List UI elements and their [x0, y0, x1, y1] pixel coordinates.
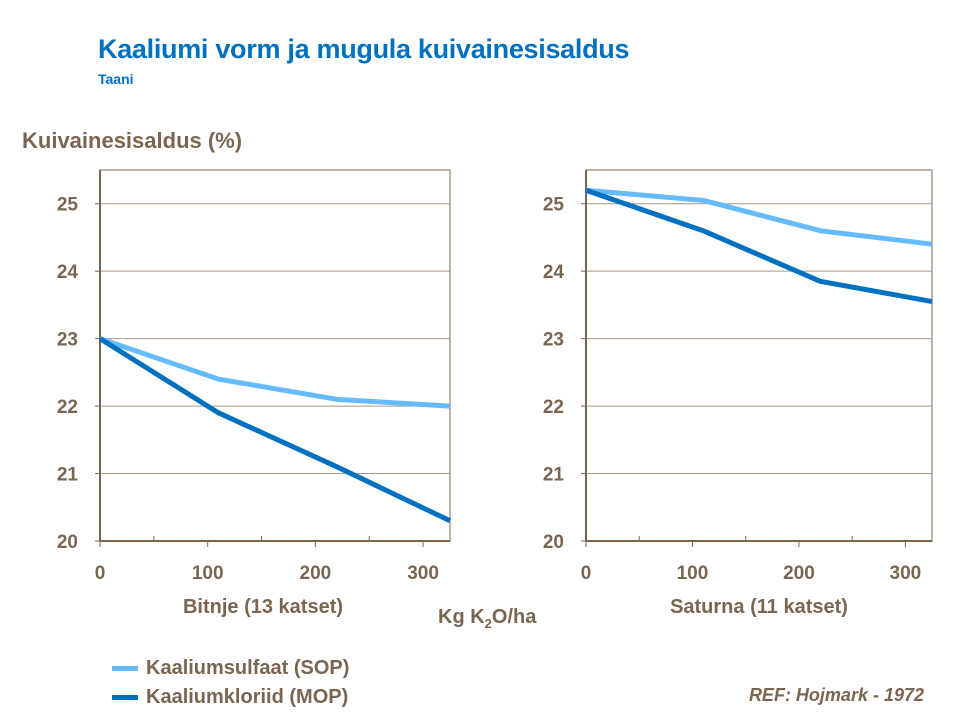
legend-label-sop: Kaaliumsulfaat (SOP) [146, 657, 350, 679]
y-tick-label: 25 [543, 195, 565, 216]
unit-text-end: O/ha [491, 606, 537, 628]
x-tick-label: 100 [192, 563, 224, 584]
legend-swatch-mop [112, 695, 138, 700]
y-tick-label: 23 [57, 330, 78, 351]
y-tick-label: 20 [543, 532, 564, 553]
x-axis-label: Bitnje (13 katset) [183, 596, 343, 618]
y-tick-label: 22 [57, 397, 78, 418]
y-tick-label: 20 [57, 532, 78, 553]
legend-label-mop: Kaaliumkloriid (MOP) [146, 686, 349, 708]
y-tick-label: 23 [543, 330, 564, 351]
series-line-sop [585, 187, 933, 247]
y-axis-label: Kuivainesisaldus (%) [22, 128, 243, 153]
plot-frame [585, 169, 933, 542]
legend-swatch-sop [112, 666, 138, 671]
y-tick-label: 24 [543, 262, 565, 283]
legend-item-sop: Kaaliumsulfaat (SOP) [112, 657, 349, 680]
x-tick-label: 0 [581, 563, 592, 584]
x-tick-label: 0 [95, 563, 106, 584]
y-tick-label: 22 [543, 397, 564, 418]
series-line-mop [98, 336, 452, 524]
x-tick-label: 200 [783, 563, 815, 584]
series-line-sop [99, 336, 451, 409]
y-tick-label: 21 [57, 465, 79, 486]
series-line-mop [585, 187, 933, 304]
chart-title: Kaaliumi vorm ja mugula kuivainesisaldus [98, 34, 630, 64]
legend-item-mop: Kaaliumkloriid (MOP) [112, 686, 348, 709]
y-tick-label: 21 [543, 465, 565, 486]
x-tick-label: 300 [407, 563, 439, 584]
unit-subscript: 2 [484, 616, 492, 631]
reference: REF: Hojmark - 1972 [748, 685, 924, 705]
unit-text: Kg K [438, 606, 485, 628]
x-tick-label: 300 [890, 563, 922, 584]
chart-subtitle: Taani [98, 71, 134, 87]
y-tick-label: 25 [57, 195, 79, 216]
x-axis-unit: Kg K2O/ha [438, 606, 536, 631]
x-tick-label: 200 [300, 563, 332, 584]
y-tick-label: 24 [57, 262, 79, 283]
x-tick-label: 100 [677, 563, 709, 584]
x-axis-label: Saturna (11 katset) [670, 596, 848, 618]
